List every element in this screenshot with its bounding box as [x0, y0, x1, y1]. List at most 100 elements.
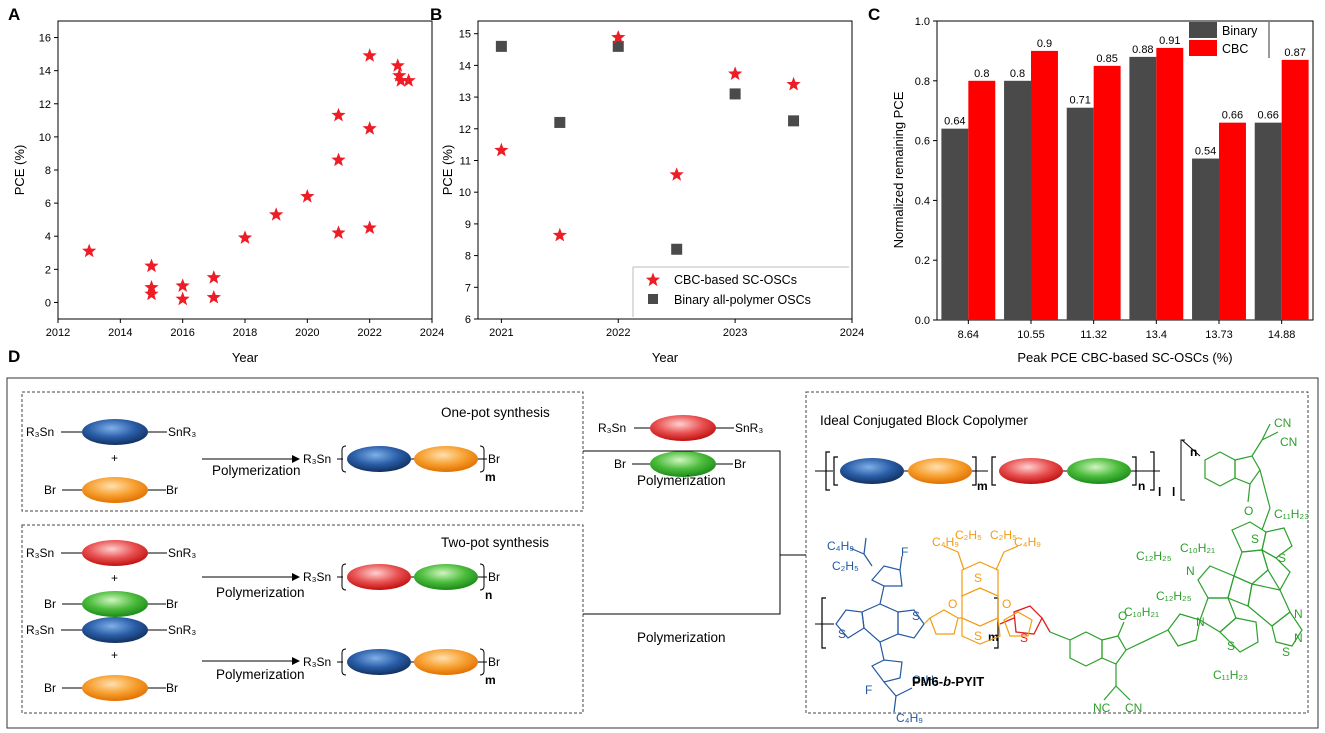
s-atom: S — [838, 627, 846, 641]
bracket — [341, 648, 347, 676]
br-label: Br — [488, 452, 500, 466]
c4h9-label: C₄H₉ — [896, 711, 923, 725]
data-point-star — [611, 30, 626, 44]
chart-c-legend: Binary CBC — [1188, 22, 1270, 58]
polymerization-label: Polymerization — [637, 630, 726, 645]
data-point-star — [393, 73, 408, 87]
bar-binary — [941, 128, 969, 320]
green-unit — [1067, 458, 1131, 484]
pm6-b-pyit-structure: l n CN CN O — [815, 416, 1309, 725]
legend-swatch-binary — [1189, 22, 1217, 38]
r3sn-label: R₃Sn — [26, 546, 54, 560]
chart-a-frame — [57, 20, 433, 320]
panel-letter-d: D — [8, 347, 20, 366]
legend-label-cbc: CBC-based SC-OSCs — [674, 273, 797, 287]
legend-label-binary: Binary — [1222, 24, 1258, 38]
c2h5-label: C₂H₅ — [955, 528, 982, 542]
bracket — [1180, 439, 1185, 501]
br-label: Br — [488, 570, 500, 584]
x-tick-label: 2021 — [489, 327, 513, 339]
y-tick-label: 14 — [459, 60, 471, 72]
blue-monomer — [82, 617, 148, 643]
bar-value-label: 0.87 — [1284, 47, 1305, 59]
data-point-star — [331, 107, 346, 122]
data-point-star — [494, 142, 509, 157]
chart-a-ylabel: PCE (%) — [12, 145, 27, 196]
y-tick-label: 4 — [45, 231, 51, 243]
ideal-cbc-title: Ideal Conjugated Block Copolymer — [820, 413, 1028, 428]
snr3-label: SnR₃ — [168, 623, 196, 637]
o-atom: O — [948, 597, 957, 611]
data-point-square — [671, 243, 683, 255]
data-point-star — [144, 258, 159, 273]
data-point-star — [300, 189, 315, 203]
repeat-m: m — [988, 630, 999, 644]
x-tick-label: 2023 — [723, 327, 747, 339]
bar-value-label: 0.71 — [1069, 95, 1090, 107]
br-label: Br — [44, 483, 56, 497]
br-label: Br — [488, 655, 500, 669]
bar-binary — [1254, 122, 1282, 320]
legend-label-cbc: CBC — [1222, 42, 1248, 56]
ideal-cbc-box — [805, 391, 1309, 714]
plus-sign: + — [111, 571, 118, 585]
y-tick-label: 14 — [39, 66, 51, 78]
y-tick-label: 10 — [459, 187, 471, 199]
orange-unit — [908, 458, 972, 484]
x-tick-label: 2022 — [357, 327, 381, 339]
y-tick-label: 0.4 — [915, 195, 930, 207]
repeat-l: l — [1172, 485, 1175, 499]
y-tick-label: 12 — [459, 124, 471, 136]
y-tick-label: 11 — [460, 155, 471, 167]
plus-sign: + — [111, 451, 118, 465]
arrowhead — [292, 455, 300, 463]
data-point-star — [669, 167, 684, 181]
c2h5-label: C₂H₅ — [990, 528, 1017, 542]
data-point-star — [362, 121, 377, 135]
bracket — [991, 456, 996, 486]
green-monomer — [82, 591, 148, 617]
y-tick-label: 0.6 — [915, 136, 930, 148]
br-label: Br — [166, 597, 178, 611]
f-atom: F — [901, 545, 908, 559]
thiophene-linker — [999, 605, 1051, 635]
green-unit — [414, 564, 478, 590]
panel-letter-b: B — [430, 5, 442, 24]
o-atom: O — [1002, 597, 1011, 611]
chart-c-frame — [936, 20, 1314, 321]
br-label: Br — [614, 457, 626, 471]
bar-cbc — [1031, 50, 1058, 321]
blue-unit — [347, 446, 411, 472]
y-tick-label: 0.8 — [915, 76, 930, 88]
y-tick-label: 8 — [465, 251, 471, 263]
arrowhead — [292, 657, 300, 665]
x-tick-label: 10.55 — [1017, 329, 1045, 341]
data-point-star — [392, 68, 407, 82]
s-atom: S — [912, 609, 920, 623]
bond — [1181, 439, 1201, 457]
x-tick-label: 11.32 — [1080, 329, 1107, 341]
c10h21-label: C₁₀H₂₁ — [1124, 605, 1159, 619]
chart-a: 2012 2014 2016 2018 2020 2022 2024 0 2 4 6 8 10 12 14 1… — [12, 20, 444, 365]
f-atom: F — [865, 683, 872, 697]
br-label: Br — [734, 457, 746, 471]
cn-label: CN — [1274, 416, 1291, 430]
red-unit — [347, 564, 411, 590]
data-point-star — [786, 76, 801, 91]
repeat-m: m — [485, 673, 496, 687]
c12h25-label: C₁₂H₂₅ — [1156, 589, 1192, 603]
c4h9-label: C₄H₉ — [932, 535, 959, 549]
c11h23-label: C₁₁H₂₃ — [1274, 507, 1309, 521]
x-tick-label: 2024 — [840, 327, 864, 339]
data-point-star — [362, 48, 377, 62]
y-tick-label: 1.0 — [915, 16, 930, 28]
s-atom: S — [1227, 639, 1235, 653]
nc-label: NC — [1093, 701, 1111, 715]
polymer-name-prefix: PM6- — [912, 674, 943, 689]
r3sn-label: R₃Sn — [26, 425, 54, 439]
bar-value-label: 0.9 — [1037, 38, 1052, 50]
blue-unit — [347, 649, 411, 675]
red-unit — [999, 458, 1063, 484]
y-tick-label: 7 — [465, 282, 471, 294]
